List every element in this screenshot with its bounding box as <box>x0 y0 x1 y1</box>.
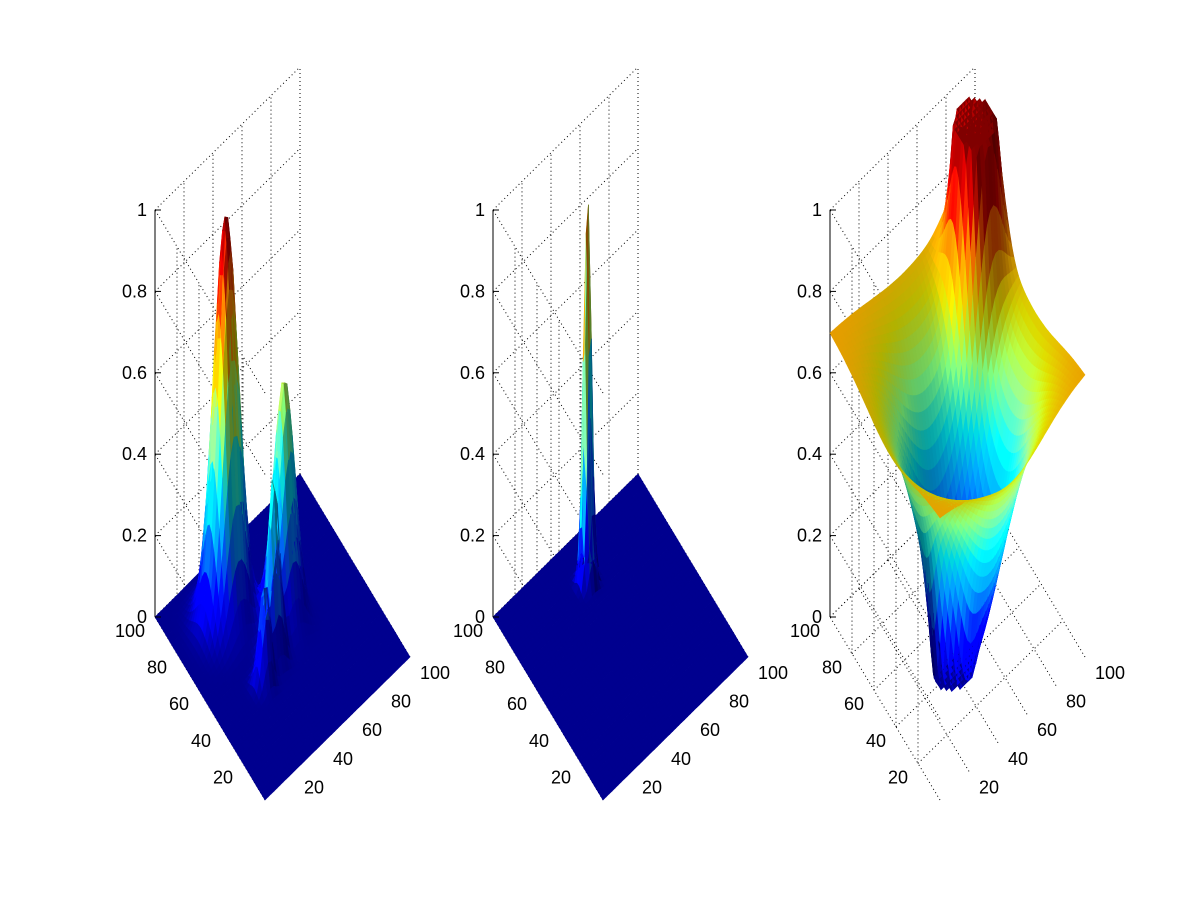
grid-line <box>492 66 639 211</box>
z-tick-label: 0.2 <box>460 526 485 546</box>
x-tick-label: 20 <box>642 777 662 797</box>
grid-line <box>154 209 266 394</box>
x-tick-label: 60 <box>700 720 720 740</box>
z-tick-label: 0.4 <box>460 444 485 464</box>
x-tick-label: 80 <box>391 692 411 712</box>
y-tick-label: 100 <box>115 621 145 641</box>
z-tick-label: 0.2 <box>122 526 147 546</box>
x-tick-label: 80 <box>729 692 749 712</box>
z-tick-label: 0.6 <box>122 363 147 383</box>
grid-line <box>154 66 301 211</box>
surface-mesh <box>829 96 1086 693</box>
y-tick-label: 20 <box>213 767 233 787</box>
z-tick-label: 0.6 <box>460 363 485 383</box>
x-tick-label: 20 <box>304 777 324 797</box>
x-tick-label: 40 <box>333 749 353 769</box>
x-tick-label: 40 <box>671 749 691 769</box>
y-tick-label: 60 <box>507 694 527 714</box>
z-tick-label: 0.8 <box>122 281 147 301</box>
y-tick-label: 60 <box>169 694 189 714</box>
y-tick-label: 100 <box>453 621 483 641</box>
y-tick-label: 40 <box>191 731 211 751</box>
x-tick-label: 100 <box>420 663 450 683</box>
surface-mesh <box>154 216 411 801</box>
z-tick-label: 0.8 <box>460 281 485 301</box>
z-tick-label: 0.4 <box>122 444 147 464</box>
z-tick-label: 1 <box>137 200 147 220</box>
surface-mesh <box>492 204 749 801</box>
y-tick-label: 40 <box>529 731 549 751</box>
x-tick-label: 60 <box>362 720 382 740</box>
y-tick-label: 20 <box>551 767 571 787</box>
z-tick-label: 1 <box>475 200 485 220</box>
grid-line <box>492 148 639 292</box>
x-tick-label: 100 <box>758 663 788 683</box>
y-tick-label: 80 <box>485 658 505 678</box>
y-tick-label: 80 <box>147 658 167 678</box>
